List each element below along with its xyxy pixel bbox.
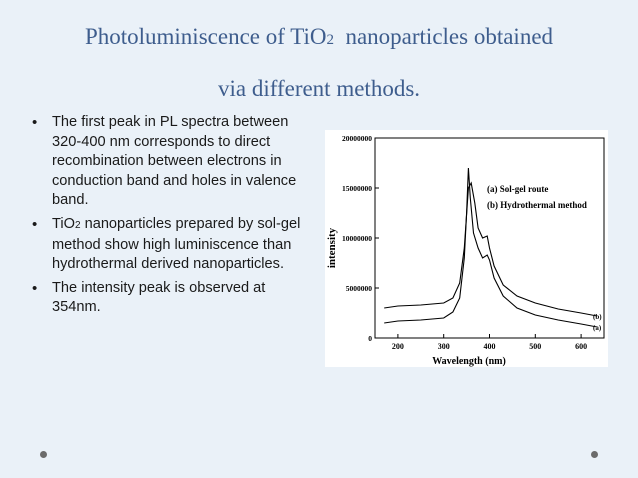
x-tick-label: 600 [575,342,587,351]
y-tick-label: 5000000 [346,284,373,293]
legend-entry-hydrothermal: (b) Hydrothermal method [487,200,587,210]
y-axis-label: intensity [326,227,338,268]
x-axis-label: Wavelength (nm) [432,356,506,367]
bullet-item-1: The first peak in PL spectra between 320… [28,113,318,211]
bullet-item-3: The intensity peak is observed at 354nm. [28,279,318,318]
x-tick-label: 300 [438,342,450,351]
y-tick-label: 15000000 [342,184,372,193]
slide-title-line-1: Photoluminiscence of TiO2 nanoparticles … [84,24,554,49]
x-tick-label: 200 [392,342,404,351]
series-end-label: (b) [593,313,602,321]
legend-entry-sol-gel: (a) Sol-gel route [487,184,548,194]
plot-frame [374,137,605,339]
slide-title-line-2: via different methods. [217,76,421,101]
bullet-list: The first peak in PL spectra between 320… [28,113,318,318]
nav-dot-left [40,451,47,458]
y-tick-label: 10000000 [342,234,372,243]
series-line-sol-gel [384,167,598,328]
nav-dot-right [591,451,598,458]
series-line-hydrothermal [384,181,598,317]
y-tick-label: 20000000 [342,134,372,143]
x-tick-label: 500 [529,342,541,351]
y-tick-label: 0 [368,334,372,343]
x-tick-label: 400 [484,342,496,351]
bullet-item-2: TiO2 nanoparticles prepared by sol-gel m… [28,215,318,275]
series-end-label: (a) [593,324,602,332]
pl-spectrum-chart: 200 300 400 500 600 0 5000000 10000000 15000000 2… [326,134,605,367]
pl-spectrum-figure: 200 300 400 500 600 0 5000000 10000000 15000000 2… [325,130,608,367]
